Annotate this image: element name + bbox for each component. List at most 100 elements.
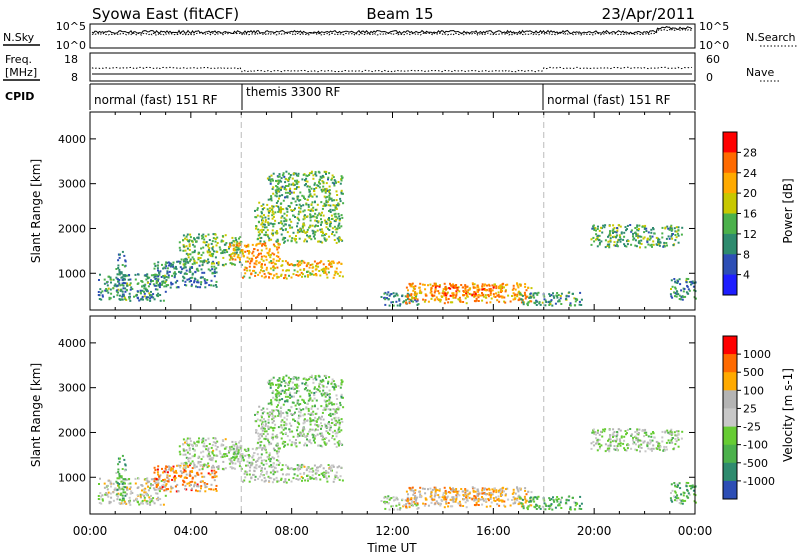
heatmap-cell — [273, 448, 275, 450]
heatmap-cell — [315, 209, 317, 211]
heatmap-cell — [341, 421, 343, 423]
heatmap-cell — [274, 195, 276, 197]
heatmap-cell — [285, 270, 287, 272]
heatmap-cell — [323, 467, 325, 469]
heatmap-cell — [580, 508, 582, 510]
heatmap-cell — [287, 179, 289, 181]
heatmap-cell — [268, 199, 270, 201]
heatmap-cell — [120, 493, 122, 495]
freq-left-tick-bottom: 8 — [71, 71, 78, 84]
heatmap-cell — [422, 503, 424, 505]
heatmap-cell — [211, 447, 213, 449]
heatmap-cell — [638, 225, 640, 227]
heatmap-cell — [262, 208, 264, 210]
heatmap-cell — [555, 303, 557, 305]
heatmap-cell — [473, 491, 475, 493]
heatmap-cell — [645, 434, 647, 436]
heatmap-cell — [266, 226, 268, 228]
heatmap-cell — [192, 455, 194, 457]
heatmap-cell — [295, 377, 297, 379]
heatmap-cell — [264, 468, 266, 470]
heatmap-cell — [275, 191, 277, 193]
heatmap-cell — [287, 435, 289, 437]
heatmap-cell — [205, 439, 207, 441]
heatmap-cell — [144, 285, 146, 287]
heatmap-cell — [141, 484, 143, 486]
heatmap-cell — [314, 201, 316, 203]
heatmap-cell — [493, 287, 495, 289]
heatmap-cell — [173, 466, 175, 468]
heatmap-cell — [192, 274, 194, 276]
heatmap-cell — [293, 198, 295, 200]
heatmap-cell — [576, 503, 578, 505]
heatmap-cell — [246, 474, 248, 476]
heatmap-cell — [184, 284, 186, 286]
heatmap-cell — [677, 484, 679, 486]
heatmap-cell — [406, 491, 408, 493]
heatmap-cell — [198, 236, 200, 238]
heatmap-cell — [430, 496, 432, 498]
heatmap-cell — [316, 472, 318, 474]
heatmap-cell — [331, 233, 333, 235]
heatmap-cell — [597, 430, 599, 432]
heatmap-cell — [191, 266, 193, 268]
heatmap-cell — [282, 464, 284, 466]
heatmap-cell — [293, 436, 295, 438]
heatmap-cell — [154, 265, 156, 267]
heatmap-cell — [280, 406, 282, 408]
heatmap-cell — [187, 465, 189, 467]
heatmap-cell — [447, 301, 449, 303]
heatmap-cell — [110, 278, 112, 280]
heatmap-cell — [570, 506, 572, 508]
heatmap-cell — [570, 302, 572, 304]
heatmap-cell — [311, 264, 313, 266]
heatmap-cell — [652, 444, 654, 446]
heatmap-cell — [277, 380, 279, 382]
heatmap-cell — [230, 459, 232, 461]
heatmap-cell — [648, 435, 650, 437]
heatmap-cell — [289, 190, 291, 192]
heatmap-cell — [636, 245, 638, 247]
heatmap-cell — [202, 236, 204, 238]
heatmap-cell — [285, 171, 287, 173]
heatmap-cell — [530, 497, 532, 499]
heatmap-cell — [526, 500, 528, 502]
heatmap-cell — [157, 261, 159, 263]
heatmap-cell — [316, 424, 318, 426]
heatmap-cell — [276, 464, 278, 466]
heatmap-cell — [122, 279, 124, 281]
heatmap-cell — [493, 499, 495, 501]
heatmap-cell — [294, 420, 296, 422]
heatmap-cell — [121, 488, 123, 490]
heatmap-cell — [324, 400, 326, 402]
heatmap-cell — [183, 463, 185, 465]
heatmap-cell — [179, 445, 181, 447]
heatmap-cell — [281, 398, 283, 400]
heatmap-cell — [639, 236, 641, 238]
heatmap-cell — [205, 244, 207, 246]
heatmap-cell — [551, 305, 553, 307]
heatmap-cell — [598, 239, 600, 241]
heatmap-cell — [302, 226, 304, 228]
heatmap-cell — [313, 394, 315, 396]
heatmap-cell — [137, 501, 139, 503]
heatmap-cell — [219, 246, 221, 248]
heatmap-cell — [331, 422, 333, 424]
heatmap-cell — [446, 293, 448, 295]
heatmap-cell — [266, 204, 268, 206]
heatmap-cell — [445, 490, 447, 492]
heatmap-cell — [209, 254, 211, 256]
heatmap-cell — [312, 270, 314, 272]
heatmap-cell — [526, 493, 528, 495]
heatmap-cell — [649, 439, 651, 441]
heatmap-cell — [307, 478, 309, 480]
heatmap-cell — [291, 441, 293, 443]
heatmap-cell — [98, 294, 100, 296]
heatmap-cell — [680, 493, 682, 495]
heatmap-cell — [266, 259, 268, 261]
heatmap-cell — [647, 244, 649, 246]
heatmap-cell — [490, 494, 492, 496]
heatmap-cell — [598, 443, 600, 445]
heatmap-cell — [118, 279, 120, 281]
heatmap-cell — [678, 242, 680, 244]
